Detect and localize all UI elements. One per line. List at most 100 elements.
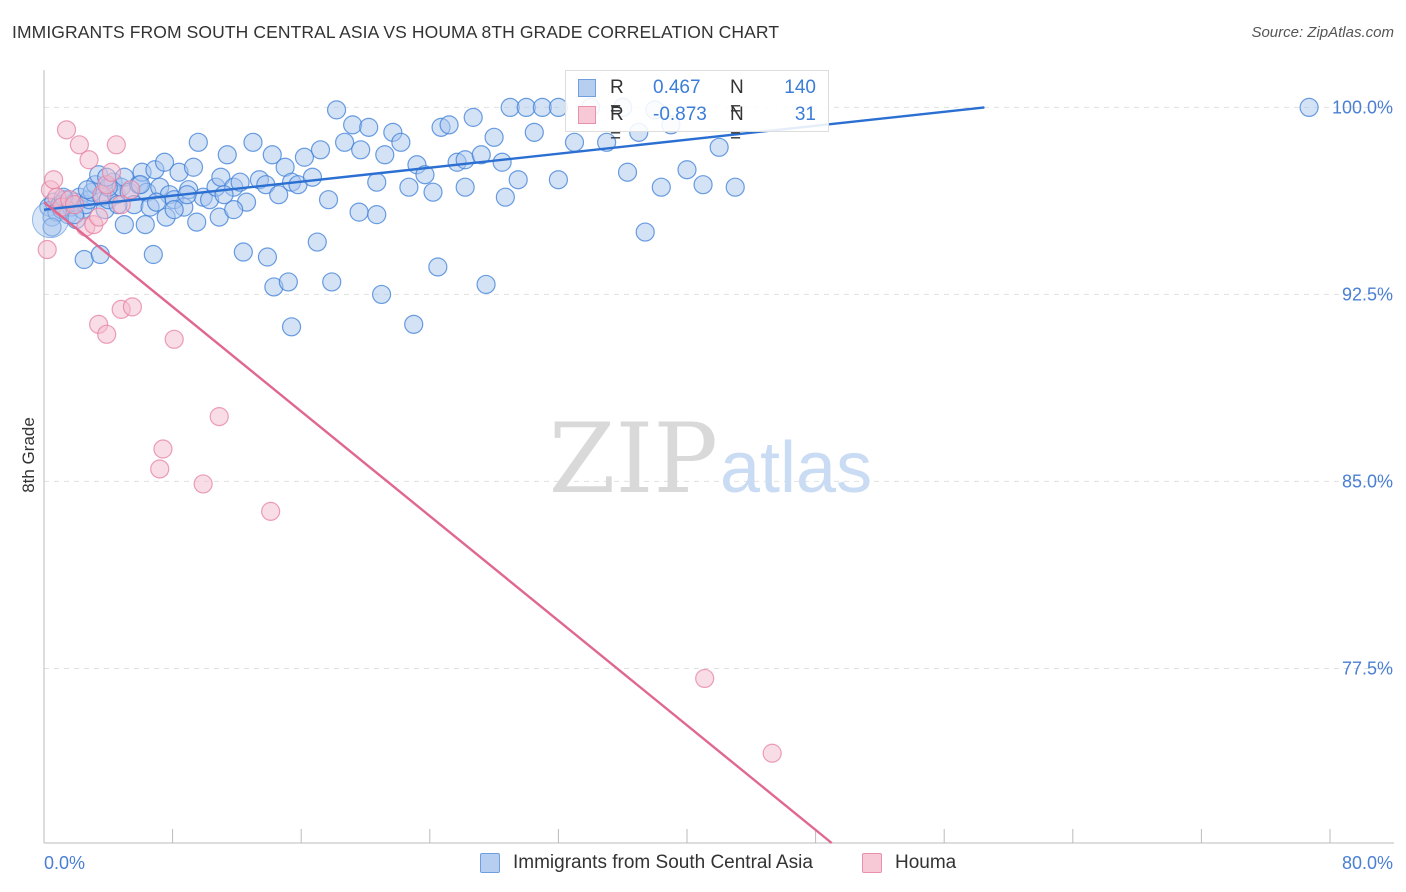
blue-swatch <box>480 853 500 873</box>
data-point <box>217 145 237 165</box>
n-label: N = <box>730 104 744 147</box>
data-point <box>635 222 655 242</box>
data-point <box>122 297 143 317</box>
data-point <box>262 145 282 165</box>
r-value: 0.467 <box>653 77 701 98</box>
data-point <box>415 165 435 185</box>
data-point <box>69 135 89 155</box>
data-point <box>423 182 443 202</box>
data-point <box>243 132 263 152</box>
data-point <box>79 150 99 170</box>
data-point <box>495 187 515 207</box>
data-point <box>164 200 184 220</box>
data-point <box>209 407 229 427</box>
watermark-atlas: atlas <box>720 428 872 508</box>
data-point <box>42 217 62 237</box>
data-point <box>508 170 528 190</box>
chart-title: IMMIGRANTS FROM SOUTH CENTRAL ASIA VS HO… <box>12 22 780 42</box>
n-value: 31 <box>794 104 816 125</box>
data-point <box>154 152 175 172</box>
pink-swatch <box>862 853 882 873</box>
data-point <box>261 501 281 521</box>
data-point <box>188 132 208 152</box>
data-point <box>524 122 544 142</box>
axes <box>43 70 1394 844</box>
data-point <box>709 137 729 157</box>
data-point <box>371 284 392 305</box>
r-value: -0.873 <box>653 104 707 125</box>
tick-labels: 100.0% 92.5% 85.0% 77.5% 0.0% 80.0% <box>44 97 1393 873</box>
data-point <box>455 177 475 197</box>
data-point <box>74 249 94 270</box>
n-value: 140 <box>784 77 816 98</box>
data-point <box>106 135 126 155</box>
data-point <box>150 459 170 479</box>
data-point <box>695 668 715 689</box>
trend-line-pink <box>43 201 833 844</box>
y-tick-label: 92.5% <box>1342 284 1393 304</box>
data-point <box>349 202 369 222</box>
data-point <box>322 272 342 292</box>
series-pink-points <box>37 120 782 763</box>
x-tick-label: 0.0% <box>44 853 85 873</box>
data-point <box>193 474 213 494</box>
data-point <box>391 132 411 152</box>
watermark-zip: ZIP <box>549 403 718 515</box>
data-point <box>677 160 697 180</box>
data-point <box>318 190 339 210</box>
data-point <box>548 170 569 190</box>
data-point <box>375 145 395 165</box>
data-point <box>278 272 298 292</box>
data-point <box>335 132 355 152</box>
data-point <box>233 242 253 262</box>
blue-swatch <box>578 79 596 97</box>
data-point <box>257 247 278 267</box>
data-point <box>302 167 323 187</box>
y-tick-label: 85.0% <box>1342 471 1393 491</box>
data-point <box>693 175 713 195</box>
data-point <box>1299 97 1319 118</box>
data-point <box>187 212 207 232</box>
data-point <box>310 140 331 160</box>
pink-swatch <box>578 106 596 124</box>
r-label: R = <box>610 104 624 147</box>
y-axis-label: 8th Grade <box>19 417 38 493</box>
data-point <box>153 439 173 459</box>
data-point <box>484 127 504 147</box>
data-point <box>351 140 371 160</box>
gridlines <box>44 106 1390 669</box>
x-tick-label: 80.0% <box>1342 853 1393 873</box>
data-point <box>516 97 536 118</box>
chart-source: Source: ZipAtlas.com <box>1251 24 1394 41</box>
data-point <box>326 100 347 120</box>
data-point <box>455 150 475 170</box>
data-point <box>617 162 638 182</box>
data-point <box>114 215 134 235</box>
data-point <box>532 97 552 118</box>
data-point <box>471 145 491 165</box>
data-point <box>439 115 459 135</box>
data-point <box>121 180 141 200</box>
data-point <box>183 157 204 177</box>
data-point <box>89 207 109 227</box>
data-point <box>367 205 387 225</box>
data-point <box>307 232 327 252</box>
y-tick-label: 77.5% <box>1342 658 1393 678</box>
data-point <box>135 215 155 235</box>
data-point <box>428 257 448 277</box>
data-point <box>37 239 57 260</box>
data-point <box>725 177 745 197</box>
data-point <box>44 170 64 190</box>
data-point <box>343 115 363 135</box>
data-point <box>492 152 512 172</box>
legend-label: Immigrants from South Central Asia <box>513 852 813 873</box>
data-point <box>404 314 424 334</box>
data-point <box>101 162 122 182</box>
n-label: N = <box>730 77 744 120</box>
data-point <box>224 200 244 220</box>
r-label: R = <box>610 77 624 120</box>
data-point <box>281 317 302 337</box>
data-point <box>164 329 184 349</box>
data-point <box>762 743 782 763</box>
